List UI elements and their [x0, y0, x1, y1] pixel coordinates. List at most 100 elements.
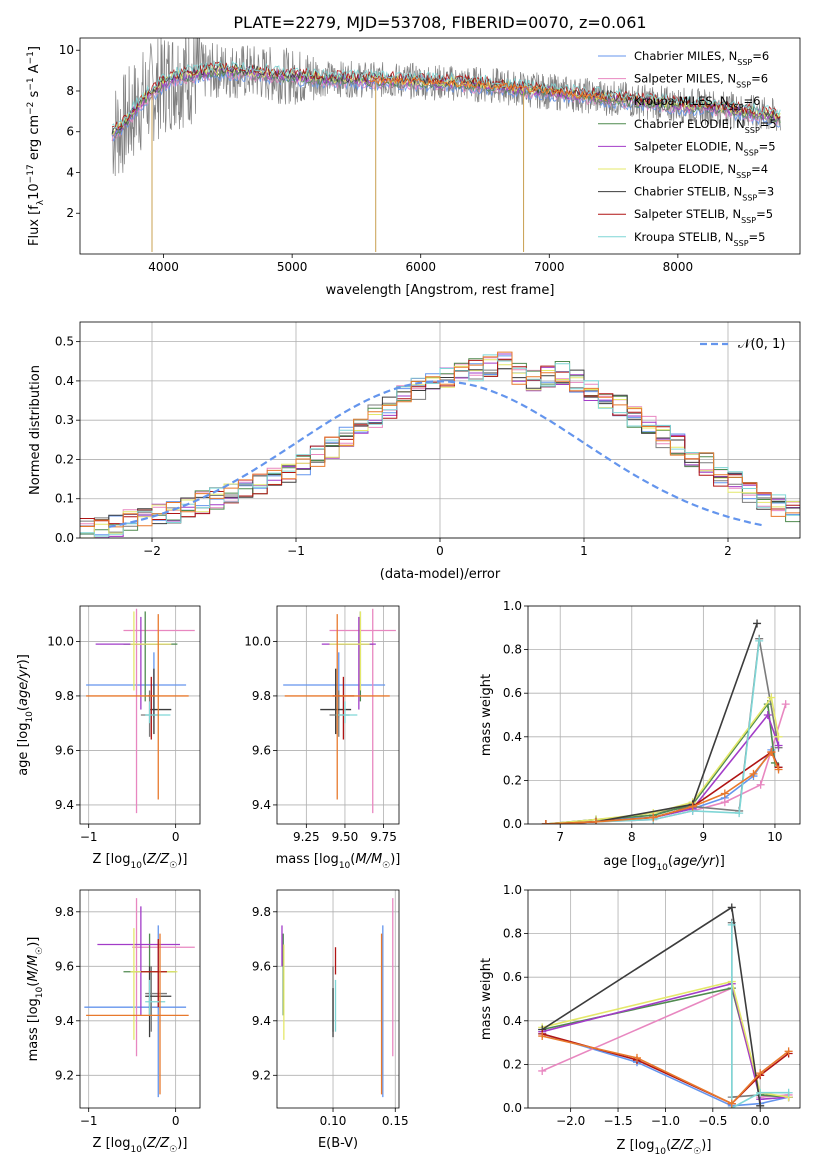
weight-point-marker: [541, 820, 550, 824]
y-axis-label: mass [log10(M/M☉)]: [26, 937, 45, 1062]
age-vs-mass-panel: 9.25 9.50 9.75 9.4 9.6 9.8 10.0 mass [log10(M/M…: [244, 605, 401, 871]
weight-point-marker: [720, 798, 729, 807]
y-tick-label: 9.6: [55, 743, 74, 757]
model-spectrum: [111, 70, 781, 142]
errorbars: [281, 898, 394, 1098]
weight-point-marker: [774, 741, 783, 750]
weight-series-line: [542, 980, 789, 1098]
weight-point-marker: [727, 1099, 736, 1108]
y-tick-label: 0.6: [503, 686, 522, 700]
weight-point-marker: [727, 920, 736, 929]
y-tick-label: 0.5: [55, 335, 74, 349]
x-tick-label: −1: [287, 544, 305, 558]
y-tick-label: 0.0: [55, 531, 74, 545]
weight-point-marker: [538, 1066, 547, 1075]
weight-point-marker: [649, 813, 658, 822]
y-tick-label: 9.8: [252, 689, 271, 703]
y-tick-label: 9.4: [55, 1014, 74, 1028]
figure-title: PLATE=2279, MJD=53708, FIBERID=0070, z=0…: [233, 13, 646, 32]
y-tick-label: 9.8: [252, 905, 271, 919]
legend-entry: Chabrier ELODIE, NSSP=5: [634, 117, 777, 135]
errorbars: [283, 608, 396, 814]
axes-frame: [527, 605, 801, 825]
y-tick-label: 9.6: [252, 743, 271, 757]
weight-point-marker: [720, 789, 729, 798]
y-tick-label: 0.4: [503, 730, 522, 744]
weight-point-marker: [784, 1088, 793, 1097]
weight-point-marker: [763, 711, 772, 719]
x-tick-label: 9.75: [370, 830, 397, 844]
weight-point-marker: [538, 1032, 547, 1041]
x-axis-label: E(B-V): [318, 1136, 358, 1151]
y-tick-label: 0.0: [503, 817, 522, 831]
x-tick-label: −2: [143, 544, 161, 558]
errorbars: [84, 898, 195, 1098]
legend-entry: 𝒩(0, 1): [738, 337, 785, 352]
y-tick-label: 0.8: [503, 927, 522, 941]
y-tick-label: 9.4: [252, 798, 271, 812]
weight-point-marker: [756, 1101, 765, 1108]
x-tick-label: 4000: [148, 260, 179, 274]
residuals-panel: −2 −1 0 1 2 0.0 0.1 0.2 0.3 0.4 0.5 𝒩(0, 1) (data-mo…: [28, 321, 801, 582]
weight-point-marker: [688, 802, 697, 811]
weight-point-marker: [749, 769, 758, 778]
x-tick-label: 8: [628, 830, 636, 844]
axes-frame: [527, 889, 801, 1109]
y-tick-label: 0.1: [55, 492, 74, 506]
spectrum-panel: 4000 5000 6000 7000 8000 2 4 6 8 10 wavelength [An…: [26, 37, 801, 298]
legend-entry: Kroupa STELIB, NSSP=5: [634, 230, 765, 248]
mass-weight-vs-metallicity-panel: −2.0 −1.5 −1.0 −0.5 0.0 0.0 0.2 0.4 0.6 0.8 1.0 Z […: [479, 883, 801, 1157]
x-tick-label: 0: [172, 1114, 180, 1128]
x-tick-label: −1: [80, 830, 98, 844]
y-tick-label: 2: [66, 206, 74, 220]
x-tick-label: 2: [724, 544, 732, 558]
mass-weight-vs-age-panel: 7 8 9 10 0.0 0.2 0.4 0.6 0.8 1.0 age [log10(age/yr…: [479, 599, 801, 873]
axes-frame: [79, 605, 201, 825]
y-tick-label: 0.4: [55, 374, 74, 388]
weight-point-marker: [774, 732, 783, 741]
y-tick-label: 9.2: [252, 1068, 271, 1082]
legend-entry: Salpeter STELIB, NSSP=5: [634, 207, 773, 225]
y-tick-label: 1.0: [503, 883, 522, 897]
axes-frame: [79, 37, 801, 255]
weight-series-line: [731, 924, 789, 1108]
weight-series-line: [545, 695, 780, 824]
y-tick-label: 6: [66, 125, 74, 139]
x-tick-label: 8000: [663, 260, 694, 274]
x-tick-label: 1: [580, 544, 588, 558]
y-tick-label: 0.6: [503, 970, 522, 984]
axes-frame: [276, 889, 400, 1109]
x-tick-label: 5000: [277, 260, 308, 274]
model-spectrum: [368, 75, 608, 102]
y-tick-label: 9.8: [55, 689, 74, 703]
y-tick-label: 9.4: [252, 1014, 271, 1028]
y-tick-label: 9.6: [252, 959, 271, 973]
weight-point-marker: [755, 636, 764, 645]
weight-series-line: [545, 750, 780, 824]
legend-entry: Chabrier STELIB, NSSP=3: [634, 185, 774, 203]
y-axis-label: Flux [fλ10−17 erg cm−2 s−1 A−1]: [26, 46, 46, 246]
weight-point-marker: [756, 780, 765, 789]
x-tick-label: 7: [556, 830, 564, 844]
model-spectrum: [111, 67, 781, 135]
weight-point-marker: [774, 765, 783, 774]
x-tick-label: 9: [700, 830, 708, 844]
weight-point-marker: [727, 903, 736, 912]
y-tick-label: 9.4: [55, 798, 74, 812]
x-axis-label: (data-model)/error: [380, 567, 501, 582]
weight-point-marker: [767, 693, 776, 702]
y-tick-label: 1.0: [503, 599, 522, 613]
axes-frame: [276, 605, 400, 825]
weight-point-marker: [756, 1088, 765, 1097]
model-spectrum: [111, 59, 781, 129]
x-axis-label: mass [log10(M/M☉)]: [276, 852, 401, 871]
errorbars: [86, 608, 195, 814]
x-tick-label: 6000: [405, 260, 436, 274]
legend-entry: Salpeter MILES, NSSP=6: [634, 72, 768, 90]
weight-point-marker: [756, 1069, 765, 1078]
x-tick-label: 10: [767, 830, 782, 844]
x-tick-label: 9.25: [293, 830, 320, 844]
histogram-steps: [80, 351, 800, 538]
y-axis-label: Normed distribution: [28, 365, 43, 495]
